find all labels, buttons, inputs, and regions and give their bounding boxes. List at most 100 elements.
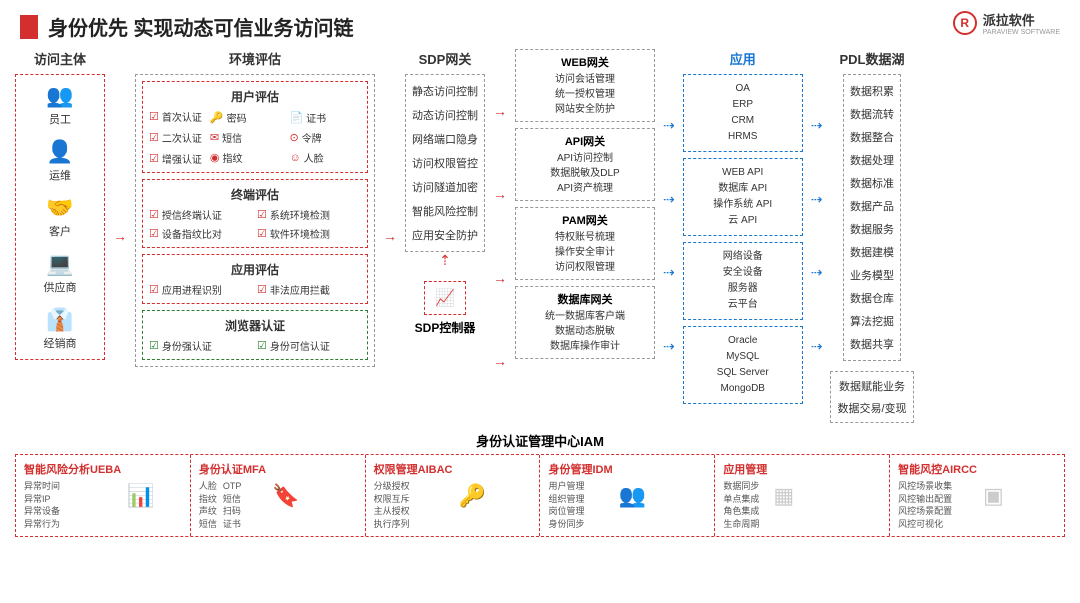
sdp-item: 访问权限管控: [412, 155, 478, 171]
pdl-item: 算法挖掘: [850, 313, 894, 329]
iam-box-title: 权限管理AIBAC: [374, 461, 453, 477]
env-browser: 浏览器认证 ☑身份强认证☑身份可信认证: [142, 310, 368, 360]
subject-label: 经销商: [44, 335, 77, 351]
iam-box-title: 身份认证MFA: [199, 461, 266, 477]
iam-icon: 👥: [619, 483, 646, 509]
env-item: ☑设备指纹比对: [149, 226, 253, 241]
env-item: ☑身份强认证: [149, 338, 253, 353]
sdp-item: 访问隧道加密: [412, 179, 478, 195]
arrow-icon: ⇢: [811, 117, 823, 134]
arrow-column: ⇢ ⇢ ⇢ ⇢: [663, 49, 675, 423]
app-box: WEB API数据库 API操作系统 API云 API: [683, 158, 803, 236]
pdl-item: 业务模型: [850, 267, 894, 283]
col-sdp: SDP网关 静态访问控制动态访问控制网络端口隐身访问权限管控访问隧道加密智能风险…: [405, 49, 485, 423]
pdl-item: 数据共享: [850, 336, 894, 352]
sdp-item: 智能风险控制: [412, 203, 478, 219]
sdp-item: 网络端口隐身: [412, 131, 478, 147]
arrow-icon: →: [493, 353, 507, 369]
iam-box: 智能风控AIRCC风控场景收集风控输出配置风控场景配置风控可视化▣: [890, 455, 1064, 536]
pdl-box: 数据积累数据流转数据整合数据处理数据标准数据产品数据服务数据建模业务模型数据仓库…: [843, 74, 901, 361]
gateway-item: 网站安全防护: [522, 102, 648, 117]
arrow-icon: ⇢: [811, 191, 823, 208]
app-box: OAERPCRMHRMS: [683, 74, 803, 152]
app-item: 安全设备: [690, 265, 796, 281]
iam-list: OTP短信扫码证书: [223, 480, 242, 530]
iam-box: 智能风险分析UEBA 异常时间异常IP异常设备异常行为 📊: [16, 455, 191, 536]
sdp-controller: 📈 SDP控制器: [415, 281, 476, 336]
env-item: ☑首次认证: [149, 109, 202, 124]
app-item: OA: [690, 81, 796, 97]
gateway-item: 统一数据库客户端: [522, 309, 648, 324]
env-item: ☑授信终端认证: [149, 207, 253, 222]
iam-icon: ▦: [773, 483, 794, 509]
gateway-item: API访问控制: [522, 151, 648, 166]
arrow-column: → → → →: [493, 49, 507, 423]
iam-list: 异常时间异常IP异常设备异常行为: [24, 480, 60, 530]
app-box: 网络设备安全设备服务器云平台: [683, 242, 803, 320]
gateway-item: API资产梳理: [522, 181, 648, 196]
gateway-item: 数据动态脱敏: [522, 324, 648, 339]
iam-list: 用户管理组织管理岗位管理身份同步: [548, 480, 584, 530]
header: 身份优先 实现动态可信业务访问链: [0, 0, 1080, 49]
sdp-item: 应用安全防护: [412, 227, 478, 243]
page-title: 身份优先 实现动态可信业务访问链: [48, 12, 354, 41]
subjects-box: 👥员工👤运维🤝客户💻供应商👔经销商: [15, 74, 105, 360]
subject-item: 👥员工: [46, 83, 73, 127]
pdl-item: 数据标准: [850, 175, 894, 191]
col-apps: 应用 OAERPCRMHRMSWEB API数据库 API操作系统 API云 A…: [683, 49, 803, 423]
logo-subtitle: PARAVIEW SOFTWARE: [983, 29, 1060, 36]
subject-icon: 👤: [46, 139, 73, 165]
subject-item: 💻 供应商: [44, 251, 77, 295]
arrow-icon: →: [383, 228, 397, 244]
sdp-title: SDP网关: [419, 49, 472, 68]
arrow-icon: →: [493, 103, 507, 119]
env-item: ☑软件环境检测: [257, 226, 361, 241]
env-item: ☑非法应用拦截: [257, 282, 361, 297]
env-item: ☑应用进程识别: [149, 282, 253, 297]
iam-box-title: 智能风险分析UEBA: [24, 461, 121, 477]
subject-label: 供应商: [44, 279, 77, 295]
gateway-item: 统一授权管理: [522, 87, 648, 102]
iam-list: 人脸指纹声纹短信: [199, 480, 217, 530]
arrow-icon: ⇢: [663, 338, 675, 355]
app-item: HRMS: [690, 129, 796, 145]
sdp-item: 静态访问控制: [412, 83, 478, 99]
gateway-title: WEB网关: [522, 54, 648, 70]
app-item: 云 API: [690, 213, 796, 229]
iam-box-title: 身份管理IDM: [548, 461, 612, 477]
iam-icon: 📊: [127, 483, 154, 509]
subject-label: 运维: [49, 167, 71, 183]
env-browser-title: 浏览器认证: [149, 317, 361, 334]
env-box: 用户评估 ☑首次认证☑二次认证☑增强认证 🔑密码📄证书✉短信⊙令牌◉指纹☺人脸 …: [135, 74, 375, 367]
iam-list: 分级授权权限互斥主从授权执行序列: [374, 480, 410, 530]
env-item: ☑增强认证: [149, 151, 202, 166]
logo-icon: R: [953, 11, 977, 35]
iam-box: 应用管理数据同步单点集成角色集成生命周期▦: [715, 455, 890, 536]
gateway-item: 数据库操作审计: [522, 339, 648, 354]
iam-box-title: 智能风控AIRCC: [898, 461, 977, 477]
accent-bar: [20, 15, 38, 39]
logo: R 派拉软件 PARAVIEW SOFTWARE: [953, 10, 1060, 36]
subject-label: 客户: [49, 223, 71, 239]
gateway-box: PAM网关特权账号梳理操作安全审计访问权限管理: [515, 207, 655, 280]
env-user: 用户评估 ☑首次认证☑二次认证☑增强认证 🔑密码📄证书✉短信⊙令牌◉指纹☺人脸: [142, 81, 368, 173]
subject-item: 🤝 客户: [46, 195, 73, 239]
arrow-column: ⇢ ⇢ ⇢ ⇢: [811, 49, 823, 423]
app-item: MySQL: [690, 349, 796, 365]
arrow-icon: →: [493, 270, 507, 286]
env-terminal: 终端评估 ☑授信终端认证☑系统环境检测☑设备指纹比对☑软件环境检测: [142, 179, 368, 248]
env-item: 🔑密码: [210, 109, 282, 125]
arrow-icon: ⇢: [663, 191, 675, 208]
subjects-title: 访问主体: [34, 49, 86, 68]
app-item: WEB API: [690, 165, 796, 181]
iam-box: 身份认证MFA人脸指纹声纹短信OTP短信扫码证书🔖: [191, 455, 366, 536]
env-user-title: 用户评估: [149, 88, 361, 105]
subject-icon: 💻: [46, 251, 73, 277]
pdl-extra-item: 数据交易/变现: [837, 400, 906, 416]
gateway-item: 操作安全审计: [522, 245, 648, 260]
arrow-icon: ⇢: [663, 264, 675, 281]
subject-icon: 🤝: [46, 195, 73, 221]
pdl-extra-box: 数据赋能业务数据交易/变现: [830, 371, 913, 423]
col-subjects: 访问主体 👥员工👤运维🤝客户💻供应商👔经销商: [15, 49, 105, 423]
iam-title: 身份认证管理中心IAM: [15, 431, 1065, 450]
